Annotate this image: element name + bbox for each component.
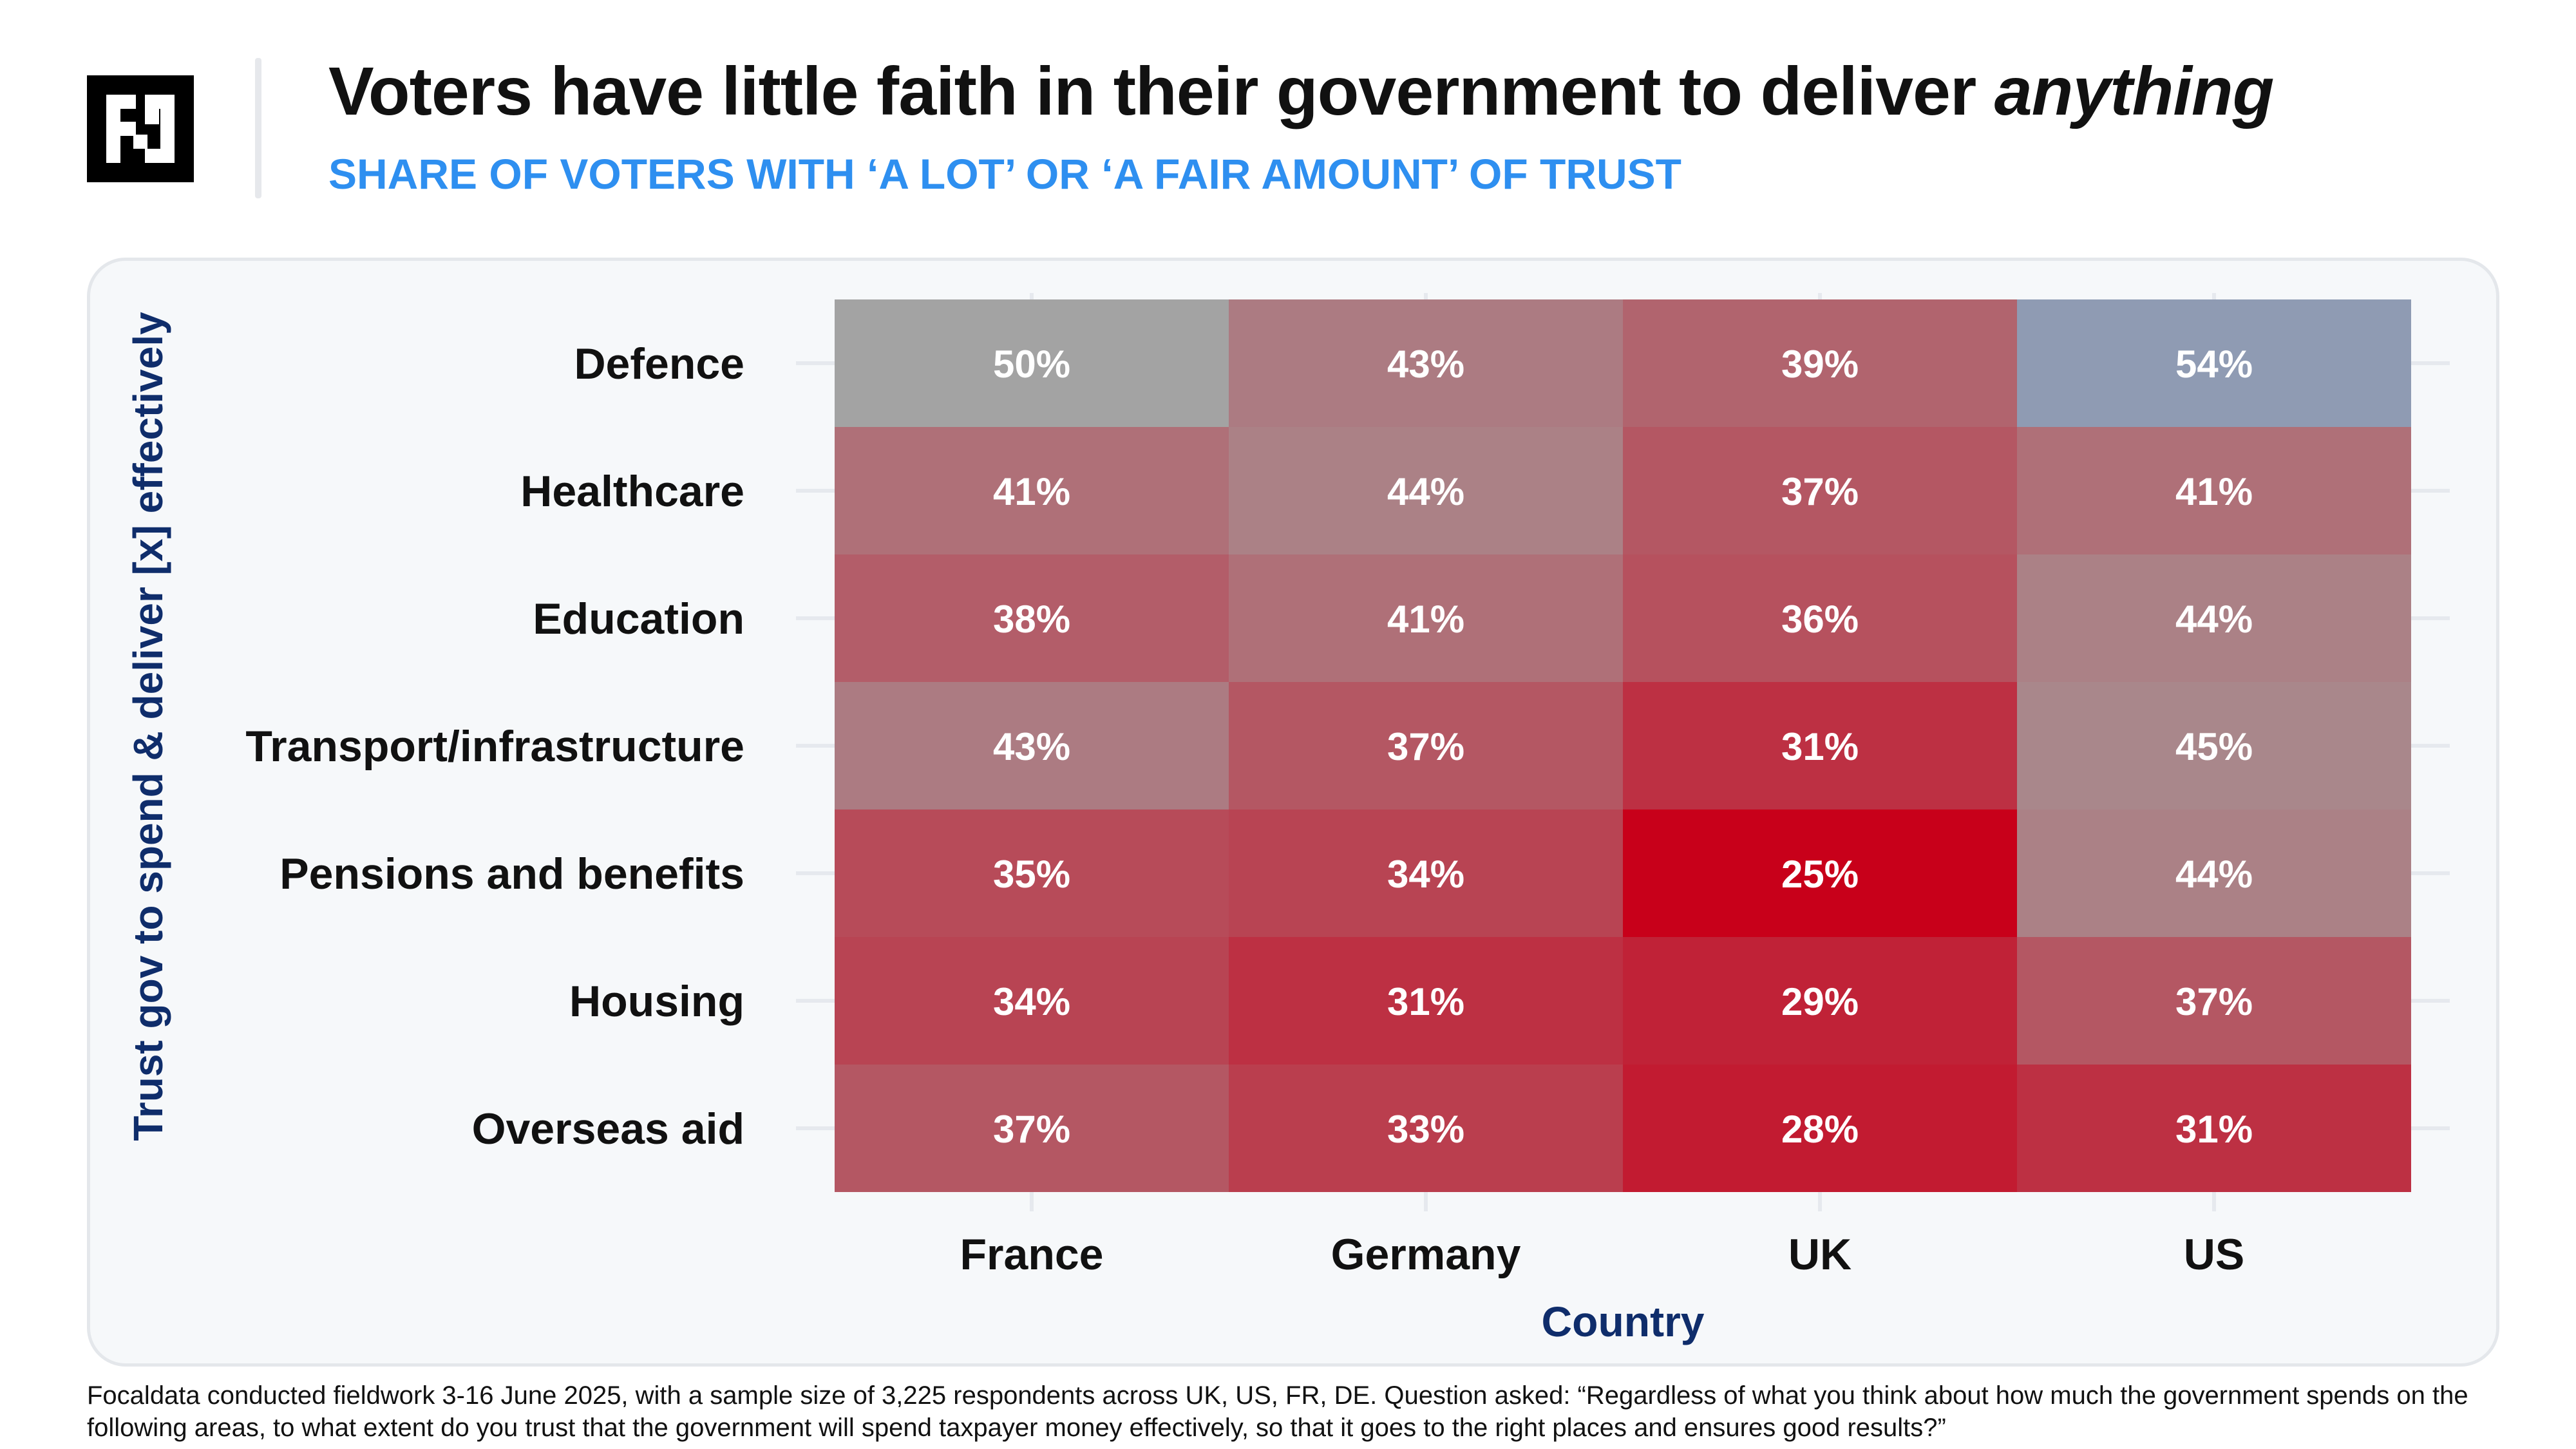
y-tick-labels: Defence Healthcare Education Transport/infr… xyxy=(245,339,744,1153)
cell-label: 39% xyxy=(1781,343,1859,386)
cell-label: 31% xyxy=(1387,980,1464,1023)
footnote: Focaldata conducted fieldwork 3-16 June … xyxy=(87,1381,2468,1442)
heatmap-cell xyxy=(835,937,1229,1065)
cell-label: 44% xyxy=(2175,598,2253,641)
cell-label: 36% xyxy=(1781,598,1859,641)
x-tick-label: Germany xyxy=(1331,1230,1521,1279)
heatmap-cell xyxy=(835,810,1229,937)
heatmap-cell xyxy=(835,682,1229,810)
cell-label: 29% xyxy=(1781,980,1859,1023)
cell-label: 37% xyxy=(2175,980,2253,1023)
y-tick-label: Housing xyxy=(569,977,744,1026)
cell-label: 35% xyxy=(993,853,1070,896)
cell-label: 31% xyxy=(2175,1108,2253,1151)
page-subtitle: SHARE OF VOTERS WITH ‘A LOT’ OR ‘A FAIR … xyxy=(328,150,1681,198)
heatmap-cell xyxy=(1229,427,1623,554)
heatmap-cell xyxy=(2017,554,2411,682)
heatmap-cell xyxy=(1623,810,2017,937)
heatmap-cell xyxy=(835,1065,1229,1192)
heatmap-cells xyxy=(835,299,2411,1192)
cell-label: 37% xyxy=(1387,725,1464,768)
heatmap-cell xyxy=(1623,682,2017,810)
cell-labels: 50% 43% 39% 54% 41% 44% 37% 41% 38% 41% 36% 44% 43% 3… xyxy=(993,343,2253,1151)
heatmap-cell xyxy=(835,554,1229,682)
heatmap-chart: 50% 43% 39% 54% 41% 44% 37% 41% 38% 41% 36% 44% 43% 3… xyxy=(125,293,2450,1345)
heatmap-cell xyxy=(2017,810,2411,937)
heatmap-cell xyxy=(835,299,1229,427)
cell-label: 37% xyxy=(1781,470,1859,513)
cell-label: 33% xyxy=(1387,1108,1464,1151)
cell-label: 50% xyxy=(993,343,1070,386)
heatmap-cell xyxy=(1229,682,1623,810)
heatmap-cell xyxy=(1623,427,2017,554)
heatmap-cell xyxy=(1229,937,1623,1065)
cell-label: 37% xyxy=(993,1108,1070,1151)
cell-label: 43% xyxy=(1387,343,1464,386)
title-emphasis-text: anything xyxy=(1994,53,2275,129)
cell-label: 34% xyxy=(993,980,1070,1023)
cell-label: 25% xyxy=(1781,853,1859,896)
heatmap-cell xyxy=(835,427,1229,554)
heatmap-cell xyxy=(1229,1065,1623,1192)
heatmap-cell xyxy=(2017,937,2411,1065)
cell-label: 41% xyxy=(1387,598,1464,641)
cell-label: 31% xyxy=(1781,725,1859,768)
y-tick-label: Education xyxy=(533,594,744,643)
heatmap-cell xyxy=(1229,554,1623,682)
heatmap-cell xyxy=(1623,554,2017,682)
cell-label: 38% xyxy=(993,598,1070,641)
x-tick-labels: France Germany UK US xyxy=(960,1230,2245,1279)
x-tick-label: UK xyxy=(1788,1230,1852,1279)
cell-label: 28% xyxy=(1781,1108,1859,1151)
y-tick-label: Healthcare xyxy=(520,467,744,516)
heatmap-cell xyxy=(2017,427,2411,554)
heatmap-cell xyxy=(1623,937,2017,1065)
x-tick-label: France xyxy=(960,1230,1104,1279)
y-tick-label: Transport/infrastructure xyxy=(245,722,744,771)
cell-label: 45% xyxy=(2175,725,2253,768)
x-axis-title: Country xyxy=(1542,1298,1705,1345)
cell-label: 34% xyxy=(1387,853,1464,896)
heatmap-cell xyxy=(1229,810,1623,937)
cell-label: 54% xyxy=(2175,343,2253,386)
heatmap-cell xyxy=(1623,299,2017,427)
heatmap-cell xyxy=(1623,1065,2017,1192)
header-divider xyxy=(255,58,261,198)
y-axis-title: Trust gov to spend & deliver [x] effecti… xyxy=(125,312,171,1141)
title-main-text: Voters have little faith in their govern… xyxy=(328,53,1994,129)
cell-label: 41% xyxy=(2175,470,2253,513)
heatmap-cell xyxy=(1229,299,1623,427)
y-tick-label: Overseas aid xyxy=(472,1104,744,1153)
focaldata-logo-icon xyxy=(87,75,194,182)
cell-label: 43% xyxy=(993,725,1070,768)
x-tick-label: US xyxy=(2184,1230,2244,1279)
y-tick-label: Pensions and benefits xyxy=(279,849,744,898)
chart-panel: 50% 43% 39% 54% 41% 44% 37% 41% 38% 41% 36% 44% 43% 3… xyxy=(87,258,2499,1367)
page-title: Voters have little faith in their govern… xyxy=(328,53,2275,131)
cell-label: 44% xyxy=(2175,853,2253,896)
cell-label: 41% xyxy=(993,470,1070,513)
cell-label: 44% xyxy=(1387,470,1464,513)
heatmap-cell xyxy=(2017,1065,2411,1192)
y-tick-label: Defence xyxy=(574,339,744,388)
heatmap-cell xyxy=(2017,682,2411,810)
heatmap-cell xyxy=(2017,299,2411,427)
